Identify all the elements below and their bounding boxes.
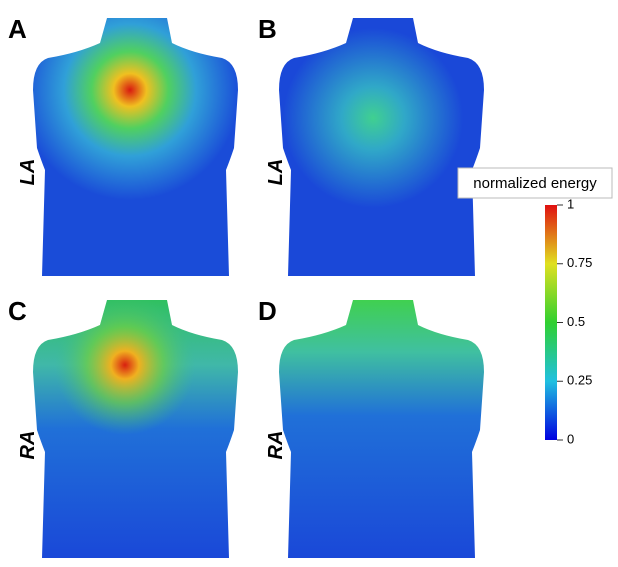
tick-label: 0 <box>567 431 574 446</box>
colorbar-title: normalized energy <box>473 175 597 192</box>
tick-label: 1 <box>567 196 574 211</box>
torso-a <box>33 18 238 276</box>
colorbar <box>545 205 557 440</box>
torso-d <box>279 300 484 558</box>
torso-c <box>33 300 238 558</box>
side-label: LA <box>17 159 39 186</box>
panel-letter: B <box>258 14 277 44</box>
panel-letter: A <box>8 14 27 44</box>
torso-b <box>279 18 484 276</box>
panel-letter: C <box>8 296 27 326</box>
tick-label: 0.75 <box>567 255 592 270</box>
side-label: LA <box>265 159 287 186</box>
tick-label: 0.25 <box>567 373 592 388</box>
side-label: RA <box>17 431 39 460</box>
figure: A B C D LA LA RA RA normalized energy 0 0… <box>0 0 618 567</box>
tick-label: 0.5 <box>567 314 585 329</box>
panel-letter: D <box>258 296 277 326</box>
page: A B C D LA LA RA RA normalized energy 0 0… <box>0 0 618 567</box>
side-label: RA <box>265 431 287 460</box>
